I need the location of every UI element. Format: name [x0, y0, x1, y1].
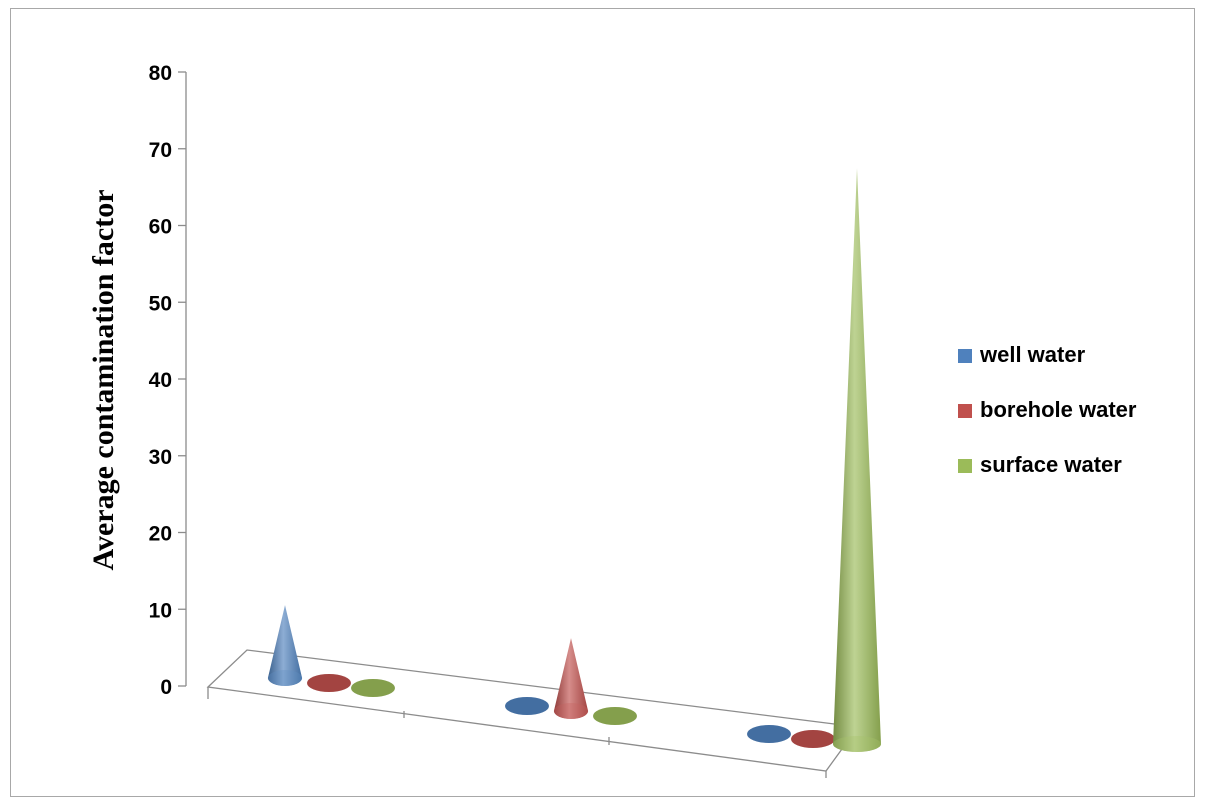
cone-mark: [505, 697, 549, 715]
chart-frame: [10, 8, 1195, 797]
cone-mark: [791, 730, 835, 748]
cone-body: [553, 638, 589, 719]
cone-mark: [593, 707, 637, 725]
cone-base: [833, 736, 881, 752]
cone-base: [791, 730, 835, 748]
cone-base: [593, 707, 637, 725]
cone-mark: [833, 168, 881, 752]
cone-mark: [307, 674, 351, 692]
cone-base: [553, 703, 589, 719]
cone-base: [267, 670, 303, 686]
y-tick-label: 30: [149, 446, 172, 469]
y-tick-label: 70: [149, 139, 172, 162]
y-tick-label: 80: [149, 62, 172, 85]
y-tick-label: 20: [149, 523, 172, 546]
legend-swatch: [958, 349, 972, 363]
legend-swatch: [958, 459, 972, 473]
cone-body: [267, 605, 303, 686]
cone-body: [833, 168, 881, 752]
y-axis-ticks: 0 10 20 30 40 50 60 70 80: [149, 62, 186, 699]
cone-base: [505, 697, 549, 715]
y-tick-label: 10: [149, 599, 172, 622]
legend-swatch: [958, 404, 972, 418]
cone-base: [351, 679, 395, 697]
cone-mark: [747, 725, 791, 743]
cone-mark: [351, 679, 395, 697]
cone-mark: [553, 638, 589, 719]
y-tick-label: 60: [149, 216, 172, 239]
y-tick-label: 50: [149, 292, 172, 315]
legend-label: surface water: [980, 452, 1122, 477]
y-tick-label: 40: [149, 369, 172, 392]
legend-label: borehole water: [980, 397, 1137, 422]
chart-marks: [267, 168, 881, 752]
cone-base: [307, 674, 351, 692]
cone-mark: [267, 605, 303, 686]
legend-label: well water: [979, 342, 1086, 367]
legend: well water borehole water surface water: [958, 342, 1137, 477]
y-tick-label: 0: [160, 676, 172, 699]
y-axis-label: Average contamination factor: [87, 189, 120, 570]
cone-base: [747, 725, 791, 743]
